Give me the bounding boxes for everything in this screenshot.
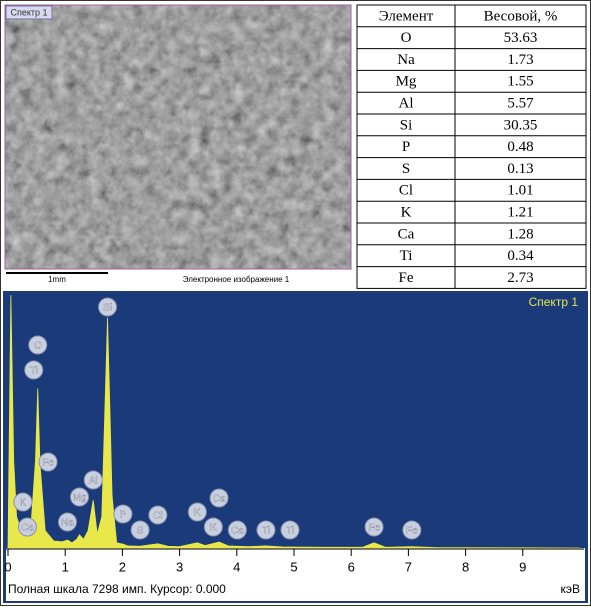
peak-label: Ti [286,526,294,537]
image-tag-box [5,5,53,20]
spectrum-area [7,294,581,549]
element-cell: Mg [396,74,417,90]
weight-cell: 2.73 [507,270,533,286]
element-cell: Al [399,96,414,112]
peak-label-badge [17,517,37,537]
peak-label-badge [70,487,89,507]
x-tick-label: 0 [4,559,11,574]
peak-label-badge [57,512,77,532]
x-tick-label: 1 [62,559,69,574]
peak-label-badge [280,520,300,540]
peak-label: Ca [213,494,226,505]
peak-label: K [20,498,27,509]
peak-label-badge [209,488,229,508]
scale-bar-label: 1mm [48,275,66,284]
image-caption: Электронное изображение 1 [183,275,290,284]
weight-cell: 1.01 [507,183,533,199]
x-tick-label: 9 [519,559,526,574]
element-cell: Fe [399,270,414,286]
weight-cell: 5.57 [507,96,534,112]
table-frame [356,4,587,289]
peak-label-badge [130,520,150,540]
peak-label-badge [38,452,58,472]
x-tick-label: 3 [176,559,183,574]
caption-bar [5,270,351,289]
peak-label: O [34,341,42,352]
weight-cell: 0.34 [507,248,534,264]
sem-frame [4,4,352,270]
peak-label-badge [203,517,223,537]
element-cell: Ca [398,226,415,242]
weight-cell: 0.13 [507,161,533,177]
weight-cell: 1.55 [507,74,533,90]
element-cell: Si [400,117,413,133]
element-cell: P [402,139,410,155]
composition-table: Элемент Весовой, % O 53.63 Na 1.73 Mg 1.55 Al 5.5… [356,4,587,289]
element-cell: Ti [400,248,413,264]
peak-label: Ti [262,526,270,537]
peak-label-badge [24,360,44,380]
image-tag: Спектр 1 [10,7,47,17]
peak-label-badge [227,520,247,540]
x-tick-label: 4 [233,559,240,574]
peak-label: P [120,510,127,521]
peak-label: Mg [73,493,87,504]
peak-label: K [210,523,217,534]
peak-label: Al [89,476,98,487]
x-tick-label: 2 [119,559,126,574]
x-tick-label: 5 [290,559,297,574]
element-cell: Na [397,52,415,68]
peak-label: Ti [30,366,38,377]
peak-label-badge [83,470,103,490]
x-axis-label: кэВ [560,582,580,596]
weight-cell: 30.35 [504,117,538,133]
x-tick-label: 8 [462,559,469,574]
status-text: Полная шкала 7298 имп. Курсор: 0.000 [8,582,226,596]
peak-label: Na [61,518,74,529]
peak-label: Cl [153,511,162,522]
axis-area [6,548,585,601]
x-tick-label: 6 [348,559,355,574]
x-tick-label: 7 [405,559,412,574]
element-cell: Cl [399,183,413,199]
peak-label: Ca [21,523,34,534]
element-cell: K [401,205,412,221]
weight-cell: 1.21 [507,205,533,221]
peak-label: Fe [42,458,54,469]
peak-label: Fe [406,526,418,537]
peak-label-badge [148,505,168,525]
table-header: Весовой, % [484,8,558,24]
peak-label-badge [13,492,33,512]
peak-label-badge [402,520,422,540]
spectrum-title: Спектр 1 [529,295,579,309]
peak-label-badge [364,517,384,537]
weight-cell: 1.28 [507,226,533,242]
peak-label-badge [98,297,118,317]
element-cell: S [402,161,410,177]
peak-label: Fe [368,523,380,534]
sem-image [5,5,351,269]
peak-label: Ca [231,526,244,537]
peak-label: S [137,526,144,537]
peak-label: Si [103,303,112,314]
peak-label-badge [187,502,207,522]
peak-label-badge [113,504,133,524]
peak-label-badge [28,335,48,355]
weight-cell: 0.48 [507,139,533,155]
weight-cell: 1.73 [507,52,533,68]
weight-cell: 53.63 [504,30,538,46]
peak-label-badge [256,520,276,540]
element-cell: O [401,30,412,46]
table-header: Элемент [379,8,434,24]
peak-label: K [194,508,201,519]
